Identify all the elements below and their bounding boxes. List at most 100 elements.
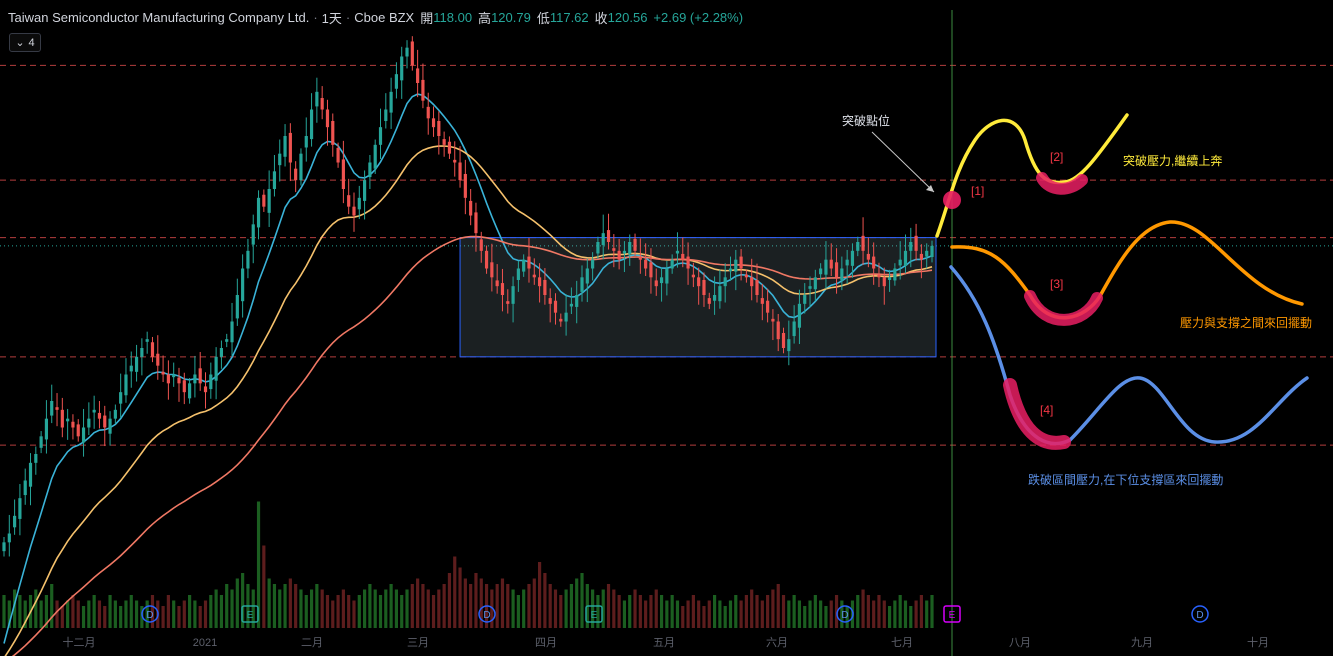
ema-line (3, 93, 933, 644)
volume-bar (182, 600, 186, 628)
candle-body (426, 106, 430, 119)
high-label: 高 (478, 10, 492, 26)
scenario-down-path (949, 265, 1309, 446)
candle-body (617, 250, 621, 260)
candle-body (145, 339, 149, 342)
candle-body (193, 374, 197, 384)
candle-body (410, 41, 414, 66)
volume-bar (108, 595, 112, 628)
volume-bar (712, 595, 717, 628)
volume-bar (856, 595, 860, 628)
volume-bar (771, 589, 775, 628)
volume-bar (925, 600, 929, 628)
candle-body (601, 233, 605, 246)
interval-label[interactable]: 1天 (321, 10, 342, 26)
candle-body (691, 274, 695, 278)
candle-body (50, 401, 54, 416)
candle-body (675, 250, 680, 254)
breakout-point-label: 突破點位 (842, 114, 891, 128)
volume-bar (919, 595, 923, 628)
candle-body (453, 159, 457, 163)
candle-body (235, 295, 239, 319)
volume-bar (405, 589, 409, 628)
label-1: [1] (971, 184, 985, 198)
candle-body (225, 339, 229, 342)
volume-bar (527, 584, 531, 628)
candle-body (712, 295, 717, 301)
volume-bar (776, 584, 780, 628)
volume-bar (400, 595, 404, 628)
volume-bar (315, 584, 319, 628)
volume-bar (2, 595, 6, 628)
candle-body (347, 195, 351, 207)
volume-bar (92, 595, 96, 628)
volume-bar (622, 600, 627, 628)
candle-body (728, 268, 733, 272)
volume-bar (458, 567, 462, 628)
candle-body (320, 98, 324, 110)
volume-bar (225, 584, 229, 628)
month-label: 八月 (1009, 637, 1031, 649)
highlight-2 (1036, 172, 1088, 195)
volume-bar (898, 595, 902, 628)
candle-body (166, 374, 170, 384)
volume-bar (670, 595, 674, 628)
candle-body (792, 321, 796, 337)
volume-bar (564, 589, 568, 628)
candle-body (723, 277, 727, 287)
candle-body (718, 286, 722, 302)
volume-bar (575, 578, 579, 628)
candle-body (591, 259, 595, 269)
volume-bar (331, 600, 335, 628)
volume-bar (914, 600, 918, 628)
indicators-toggle-button[interactable]: ⌄ 4 (9, 33, 41, 52)
volume-bar (739, 600, 743, 628)
volume-bar (352, 600, 356, 628)
volume-bar (410, 584, 414, 628)
candle-body (532, 274, 536, 278)
candle-body (304, 136, 308, 148)
ema-line (4, 145, 933, 656)
volume-bar (909, 606, 913, 628)
volume-bar (129, 595, 133, 628)
month-label: 四月 (535, 637, 557, 649)
volume-bar (294, 584, 298, 628)
candle-body (39, 436, 43, 448)
volume-bar (198, 606, 202, 628)
volume-bar (55, 600, 59, 628)
candle-body (256, 197, 261, 228)
label-4: [4] (1040, 403, 1054, 417)
candle-body (267, 189, 271, 213)
volume-bar (13, 589, 17, 628)
volume-bar (368, 584, 372, 628)
candle-body (850, 250, 855, 266)
candle-body (230, 321, 234, 343)
candle-body (681, 253, 685, 260)
candle-body (638, 257, 642, 260)
candle-body (18, 498, 22, 519)
chevron-down-icon: ⌄ (15, 37, 25, 49)
candle-body (644, 259, 648, 269)
time-axis: 十二月 2021 二月 三月 四月 五月 六月 七月 八月 九月 十月 D E D E D E D (63, 605, 1269, 649)
highlight-4 (1003, 378, 1071, 450)
open-label: 開 (420, 10, 434, 26)
volume-bar (659, 595, 664, 628)
volume-bar (617, 595, 621, 628)
candle-body (495, 280, 499, 287)
candle-body (622, 250, 627, 254)
candle-body (309, 109, 314, 140)
volume-bars (2, 501, 934, 628)
candle-body (97, 412, 102, 419)
volume-bar (272, 584, 277, 628)
candle-body (44, 418, 49, 440)
symbol-header: Taiwan Semiconductor Manufacturing Compa… (8, 7, 743, 27)
candle-body (829, 259, 833, 269)
candle-body (670, 259, 674, 269)
volume-bar (569, 584, 573, 628)
candle-body (384, 109, 388, 121)
volume-bar (203, 600, 208, 628)
symbol-name[interactable]: Taiwan Semiconductor Manufacturing Compa… (8, 9, 310, 25)
candle-body (903, 250, 908, 266)
